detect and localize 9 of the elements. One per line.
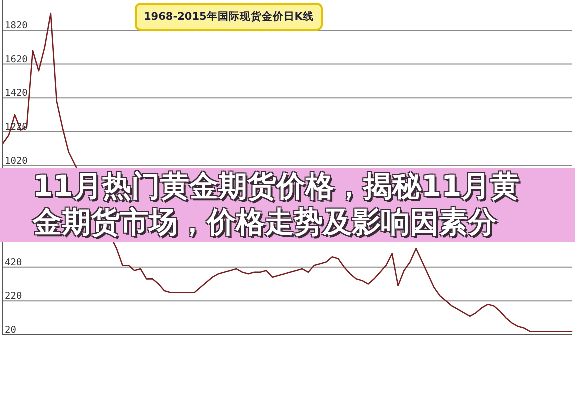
y-tick-label: 220: [5, 291, 22, 302]
y-tick-label: 1820: [5, 20, 28, 32]
y-tick-label: 1420: [5, 88, 28, 100]
y-tick-label: 1620: [5, 54, 28, 66]
y-tick-label: 20: [5, 325, 17, 336]
y-tick-label: 420: [5, 257, 22, 268]
text: 1968-2015年国际现货金价日K线: [135, 3, 323, 31]
text: 11月热门黄金期货价格，揭秘11月黄金期货市场，价格走势及影响因素分: [33, 168, 521, 240]
y-tick-label: 1020: [5, 156, 28, 167]
